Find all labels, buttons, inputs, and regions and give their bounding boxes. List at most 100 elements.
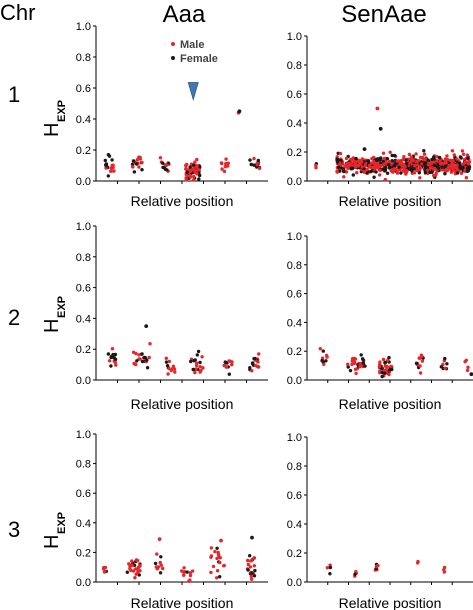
male-point xyxy=(420,354,424,358)
male-point xyxy=(103,570,107,574)
female-point xyxy=(189,359,193,364)
legend-female-label: Female xyxy=(180,53,218,65)
male-point xyxy=(442,570,447,574)
male-point xyxy=(383,177,387,182)
male-point xyxy=(130,563,134,567)
male-point xyxy=(257,352,261,356)
male-point xyxy=(415,167,419,171)
female-point xyxy=(339,158,343,163)
female-point xyxy=(159,555,163,559)
male-point xyxy=(360,160,364,164)
male-point xyxy=(350,359,355,363)
x-axis-label: Relative position xyxy=(131,193,234,209)
female-point xyxy=(426,158,430,162)
male-point xyxy=(439,161,443,165)
male-point xyxy=(216,550,220,555)
male-point xyxy=(416,561,420,565)
male-point xyxy=(376,563,380,568)
male-point xyxy=(378,173,382,177)
male-point xyxy=(353,367,358,371)
male-point xyxy=(182,570,186,575)
male-point xyxy=(136,559,140,563)
y-tick-label: 0.0 xyxy=(76,375,91,387)
female-point xyxy=(397,165,401,169)
male-point xyxy=(114,363,118,367)
male-point xyxy=(450,162,454,167)
x-axis-label: Relative position xyxy=(339,595,442,610)
female-point xyxy=(466,169,470,173)
female-point xyxy=(443,356,447,361)
male-point xyxy=(246,562,250,567)
female-point xyxy=(385,171,390,175)
female-point xyxy=(113,352,118,357)
female-point xyxy=(144,324,149,328)
male-point xyxy=(198,365,202,369)
female-point xyxy=(461,165,465,170)
y-tick-label: 0.6 xyxy=(287,89,302,101)
male-point xyxy=(459,171,464,175)
female-point xyxy=(436,166,441,170)
male-point xyxy=(188,175,193,179)
female-point xyxy=(414,361,419,365)
female-point xyxy=(196,349,201,354)
male-point xyxy=(209,555,213,559)
legend: Male Female xyxy=(171,39,218,65)
y-tick-label: 1.0 xyxy=(76,221,91,233)
female-point xyxy=(380,367,384,371)
ylabel-main: H xyxy=(41,535,63,549)
chr-column-header: Chr xyxy=(0,0,35,25)
male-point xyxy=(158,560,162,565)
female-point xyxy=(361,361,366,365)
ylabel-sub: EXP xyxy=(56,100,68,122)
male-point xyxy=(165,163,169,167)
male-point xyxy=(113,360,118,365)
y-tick-label: 1.0 xyxy=(76,429,91,441)
ylabel-sub: EXP xyxy=(56,512,68,534)
ylabel-main: H xyxy=(41,319,63,333)
male-point xyxy=(422,152,427,156)
male-point xyxy=(248,565,253,569)
male-point xyxy=(369,161,373,165)
female-point xyxy=(111,355,115,359)
female-point xyxy=(250,571,254,575)
female-point xyxy=(458,164,462,169)
male-point xyxy=(381,151,386,155)
ylabel-row3: H EXP xyxy=(41,512,68,549)
column-title-aaa: Aaa xyxy=(163,1,206,28)
male-point xyxy=(158,156,163,160)
male-point xyxy=(250,577,254,581)
male-point xyxy=(130,559,134,563)
male-point xyxy=(195,164,199,168)
scatter-points xyxy=(103,109,262,182)
y-tick-label: 1.0 xyxy=(287,31,302,43)
y-tick-label: 0.8 xyxy=(76,52,91,64)
male-point xyxy=(134,567,138,571)
male-point xyxy=(252,556,257,560)
male-point xyxy=(195,361,199,365)
male-point xyxy=(209,546,214,550)
y-tick-label: 0.0 xyxy=(287,176,302,188)
male-point xyxy=(411,158,415,163)
male-point xyxy=(378,164,383,168)
male-point xyxy=(350,362,354,367)
male-point xyxy=(373,162,377,166)
male-point xyxy=(102,565,106,570)
male-point xyxy=(224,162,228,166)
male-point xyxy=(196,167,200,171)
y-tick-label: 0.0 xyxy=(76,176,91,188)
male-point xyxy=(418,364,422,368)
y-tick-label: 0.2 xyxy=(76,145,91,157)
male-point xyxy=(382,163,386,167)
female-point xyxy=(363,364,367,368)
male-point xyxy=(184,164,188,168)
ylabel-sub: EXP xyxy=(56,296,68,318)
male-point xyxy=(465,153,470,157)
region-marker-triangle xyxy=(187,82,199,101)
female-point xyxy=(385,157,390,161)
female-point xyxy=(218,575,222,579)
male-point xyxy=(449,170,454,174)
male-point xyxy=(346,362,350,366)
female-point xyxy=(337,165,341,169)
male-point xyxy=(136,568,140,572)
male-point xyxy=(138,563,142,567)
